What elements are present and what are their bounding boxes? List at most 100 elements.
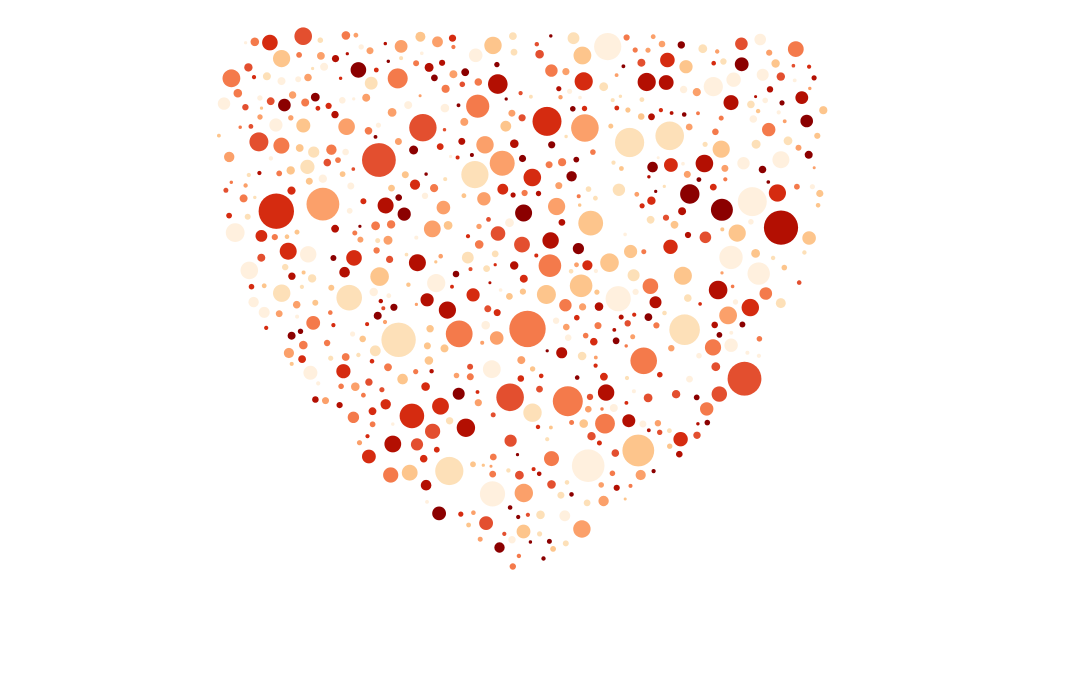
heart-dot	[612, 183, 626, 196]
heart-dot	[474, 240, 484, 249]
heart-dot	[500, 120, 512, 132]
heart-dot	[658, 40, 666, 48]
heart-dot	[288, 91, 297, 99]
heart-dot	[624, 401, 629, 405]
heart-dot	[373, 135, 378, 139]
heart-dot	[594, 302, 604, 311]
heart-dot	[558, 95, 563, 100]
heart-dot	[318, 174, 327, 183]
heart-dot	[427, 274, 446, 293]
heart-dot	[303, 365, 318, 380]
heart-dot	[461, 251, 474, 264]
heart-dot	[509, 563, 516, 570]
heart-dot	[308, 146, 320, 158]
heart-dot	[284, 234, 290, 239]
heart-dot	[352, 230, 358, 236]
heart-dot	[529, 366, 536, 372]
heart-dot	[491, 250, 499, 258]
heart-dot	[251, 75, 257, 80]
heart-dot	[262, 72, 271, 81]
heart-dot	[510, 139, 519, 148]
heart-dot	[377, 197, 394, 214]
heart-dot	[369, 358, 375, 364]
heart-dot	[475, 390, 480, 394]
heart-dot	[529, 94, 533, 99]
heart-dot	[504, 97, 508, 101]
heart-dot	[258, 193, 294, 229]
heart-dot	[441, 84, 450, 93]
heart-dot	[452, 387, 465, 400]
heart-dot	[541, 556, 546, 561]
heart-dot	[497, 183, 509, 195]
heart-dot	[627, 269, 640, 282]
heart-dot	[667, 443, 673, 449]
heart-dot	[669, 111, 674, 115]
heart-dot	[794, 183, 800, 190]
heart-dot	[346, 207, 353, 214]
heart-dot	[351, 382, 360, 392]
heart-dot	[595, 413, 615, 434]
heart-dot	[418, 94, 422, 98]
heart-dot	[273, 284, 291, 302]
heart-dot	[614, 73, 619, 77]
heart-dot	[435, 456, 464, 486]
heart-dot	[339, 171, 346, 178]
heart-dot	[295, 314, 300, 319]
heart-dot	[438, 253, 444, 259]
heart-dot	[549, 34, 553, 38]
heart-dot	[489, 453, 497, 461]
heart-dot	[312, 299, 319, 306]
heart-dot	[467, 363, 474, 370]
heart-dot	[704, 339, 722, 356]
heart-dot	[261, 283, 267, 289]
heart-dot	[317, 52, 325, 60]
heart-dot	[471, 510, 476, 515]
heart-dot	[754, 33, 766, 46]
heart-dot	[238, 125, 242, 129]
heart-dot	[536, 385, 543, 393]
heart-dot	[735, 37, 748, 51]
heart-dot	[262, 34, 278, 51]
heart-dot	[294, 229, 300, 235]
heart-dot	[386, 220, 396, 229]
heart-dot	[455, 155, 460, 160]
heart-dot	[755, 108, 761, 114]
heart-dot	[644, 313, 653, 321]
heart-dot	[523, 168, 542, 187]
heart-dot	[421, 382, 430, 391]
heart-dot	[577, 351, 587, 361]
heart-dot	[624, 320, 631, 327]
heart-dot	[776, 72, 785, 81]
heart-dot	[217, 97, 231, 110]
heart-dot	[566, 171, 577, 182]
heart-dot	[516, 553, 522, 559]
heart-dot	[516, 514, 521, 520]
heart-dot	[751, 249, 760, 258]
heart-dot	[720, 271, 724, 275]
heart-dot	[749, 115, 758, 123]
heart-dot	[639, 203, 645, 209]
heart-dot	[401, 171, 409, 179]
heart-dot	[807, 64, 812, 69]
heart-dot	[698, 302, 702, 306]
heart-dot	[249, 132, 269, 152]
heart-dot	[545, 64, 558, 77]
heart-dot	[316, 381, 321, 386]
heart-dot	[264, 325, 269, 330]
heart-dot	[479, 516, 493, 530]
heart-dot	[224, 151, 235, 163]
heart-dot	[795, 91, 809, 104]
heart-dot	[614, 105, 620, 111]
heart-dot	[365, 322, 370, 327]
heart-dot	[598, 482, 604, 488]
heart-dot	[696, 177, 702, 183]
heart-dot	[624, 244, 638, 259]
heart-dot	[469, 153, 474, 157]
heart-dot	[556, 347, 568, 359]
heart-dot	[423, 220, 441, 238]
heart-dot	[248, 124, 254, 129]
heart-dot	[339, 266, 350, 278]
heart-dot	[323, 339, 331, 347]
heart-dot	[477, 536, 483, 542]
heart-dot	[465, 234, 471, 239]
